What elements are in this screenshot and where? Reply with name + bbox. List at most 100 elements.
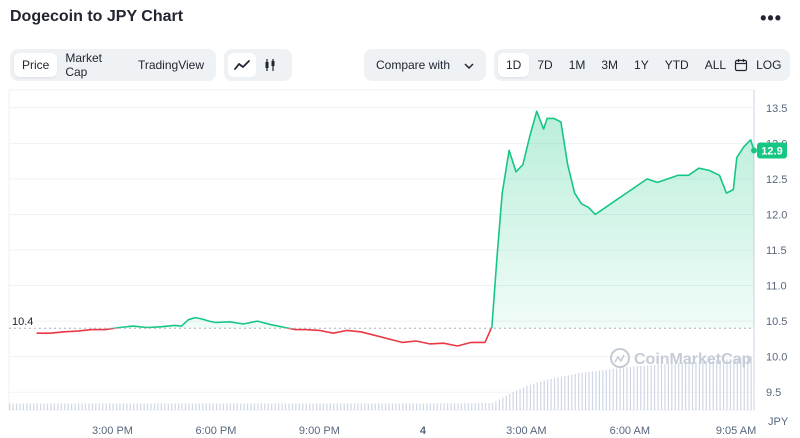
y-tick-label: 11.0 <box>766 281 787 293</box>
range-ytd[interactable]: YTD <box>664 58 689 72</box>
volume-bar <box>336 403 338 410</box>
volume-bar <box>122 403 125 410</box>
price-point <box>429 343 431 345</box>
volume-bar <box>250 403 252 410</box>
volume-bar <box>153 403 156 410</box>
volume-bar <box>412 403 414 410</box>
volume-bar <box>457 403 459 410</box>
volume-bar <box>29 403 31 410</box>
volume-bar <box>33 403 35 410</box>
price-point <box>496 256 498 258</box>
volume-bar <box>629 366 632 410</box>
range-7d[interactable]: 7D <box>537 58 553 72</box>
volume-bar <box>278 403 280 410</box>
volume-bar <box>591 371 594 410</box>
y-tick-label: 12.0 <box>766 209 787 221</box>
volume-bar <box>450 403 452 410</box>
price-point <box>470 342 472 344</box>
volume-bar <box>64 403 66 410</box>
price-chart[interactable]: CoinMarketCap 9.5 10.0 10.5 11.0 11.5 12.0 12.… <box>0 88 800 438</box>
volume-bar <box>36 403 38 410</box>
volume-bar <box>140 403 142 410</box>
volume-bar <box>750 356 752 410</box>
price-point <box>305 329 307 331</box>
volume-bar <box>578 373 580 410</box>
price-point <box>515 171 517 173</box>
volume-bar <box>657 364 659 410</box>
x-tick-label: 9:00 PM <box>299 425 340 437</box>
x-tick-label: 9:05 AM <box>716 425 756 437</box>
range-1d[interactable]: 1D <box>498 53 530 77</box>
x-tick-label: 4 <box>420 425 427 437</box>
volume-bar <box>640 365 642 410</box>
volume-bar <box>222 403 225 410</box>
volume-bar <box>253 403 256 410</box>
volume-bar <box>691 361 694 410</box>
volume-bar <box>188 403 190 410</box>
price-point <box>374 335 376 337</box>
volume-bar <box>643 365 645 410</box>
volume-bar <box>74 403 76 410</box>
volume-bar <box>305 403 307 410</box>
coinmarketcap-watermark-text: CoinMarketCap <box>634 351 752 368</box>
volume-bar <box>281 403 283 410</box>
tab-market-cap[interactable]: Market Cap <box>65 51 103 79</box>
volume-bar <box>474 403 476 410</box>
volume-bar <box>529 384 532 410</box>
x-tick-label: 3:00 AM <box>506 425 546 437</box>
candlestick-chart-icon[interactable] <box>256 53 284 77</box>
price-point <box>36 332 38 334</box>
volume-bar <box>26 403 28 410</box>
price-point <box>522 164 524 166</box>
volume-bar <box>740 357 742 410</box>
volume-bar <box>267 403 269 410</box>
volume-bar <box>46 403 49 410</box>
price-point <box>332 332 334 334</box>
volume-bar <box>526 385 528 410</box>
currency-label: JPY <box>768 416 789 428</box>
volume-bar <box>274 403 276 410</box>
volume-bar <box>53 403 56 410</box>
volume-bar <box>622 367 625 410</box>
volume-bar <box>9 403 11 410</box>
volume-bar <box>50 403 52 410</box>
volume-bar <box>257 403 259 410</box>
price-point <box>484 342 486 344</box>
volume-bar <box>464 403 466 410</box>
volume-bar <box>495 401 497 410</box>
volume-bar <box>553 378 556 410</box>
range-1m[interactable]: 1M <box>568 58 586 72</box>
volume-bar <box>626 367 628 410</box>
volume-bar <box>491 402 494 410</box>
y-tick-label: 10.0 <box>766 352 787 364</box>
line-chart-icon[interactable] <box>228 53 256 77</box>
range-1y[interactable]: 1Y <box>634 58 649 72</box>
tab-tradingview[interactable]: TradingView <box>137 58 204 72</box>
range-all[interactable]: ALL <box>704 58 727 72</box>
volume-bar <box>71 403 73 410</box>
volume-bar <box>195 403 197 410</box>
volume-bar <box>595 371 597 410</box>
volume-bar <box>498 399 500 410</box>
calendar-icon[interactable] <box>734 53 748 77</box>
price-point <box>736 157 738 159</box>
volume-bar <box>126 403 128 410</box>
price-point <box>181 325 183 327</box>
volume-bar <box>367 403 369 410</box>
log-scale-toggle[interactable]: LOG <box>756 58 782 72</box>
volume-bar <box>288 403 290 410</box>
volume-bar <box>519 388 521 410</box>
price-point <box>543 128 545 130</box>
volume-bar <box>384 403 387 410</box>
volume-bar <box>202 403 204 410</box>
y-axis: 9.510.010.511.011.512.012.513.013.5 <box>766 103 787 399</box>
volume-bar <box>119 403 121 410</box>
price-point <box>529 135 531 137</box>
volume-bar <box>533 383 535 410</box>
volume-bar <box>191 403 194 410</box>
tab-price[interactable]: Price <box>14 53 58 77</box>
volume-bar <box>557 377 559 410</box>
range-3m[interactable]: 3M <box>601 58 619 72</box>
compare-with-dropdown[interactable]: Compare with <box>364 49 486 81</box>
more-options-button[interactable]: ••• <box>760 8 782 28</box>
